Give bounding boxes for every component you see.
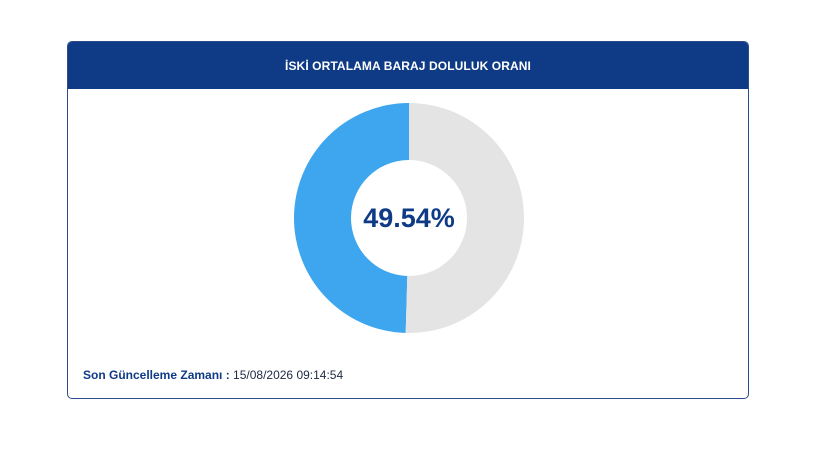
last-updated: Son Güncelleme Zamanı : 15/08/2026 09:14… [83,368,343,382]
donut-svg [293,102,524,333]
donut-slice-filled [293,103,409,333]
dam-occupancy-card: İSKİ ORTALAMA BARAJ DOLULUK ORANI 49.54%… [67,41,749,399]
donut-chart: 49.54% [293,102,525,334]
card-header: İSKİ ORTALAMA BARAJ DOLULUK ORANI [68,42,748,89]
donut-slice-empty [405,102,524,333]
last-updated-value: 15/08/2026 09:14:54 [233,368,344,382]
chart-title: İSKİ ORTALAMA BARAJ DOLULUK ORANI [285,58,531,73]
last-updated-label: Son Güncelleme Zamanı : [83,368,230,382]
fill-percentage: 49.54% [363,202,455,233]
